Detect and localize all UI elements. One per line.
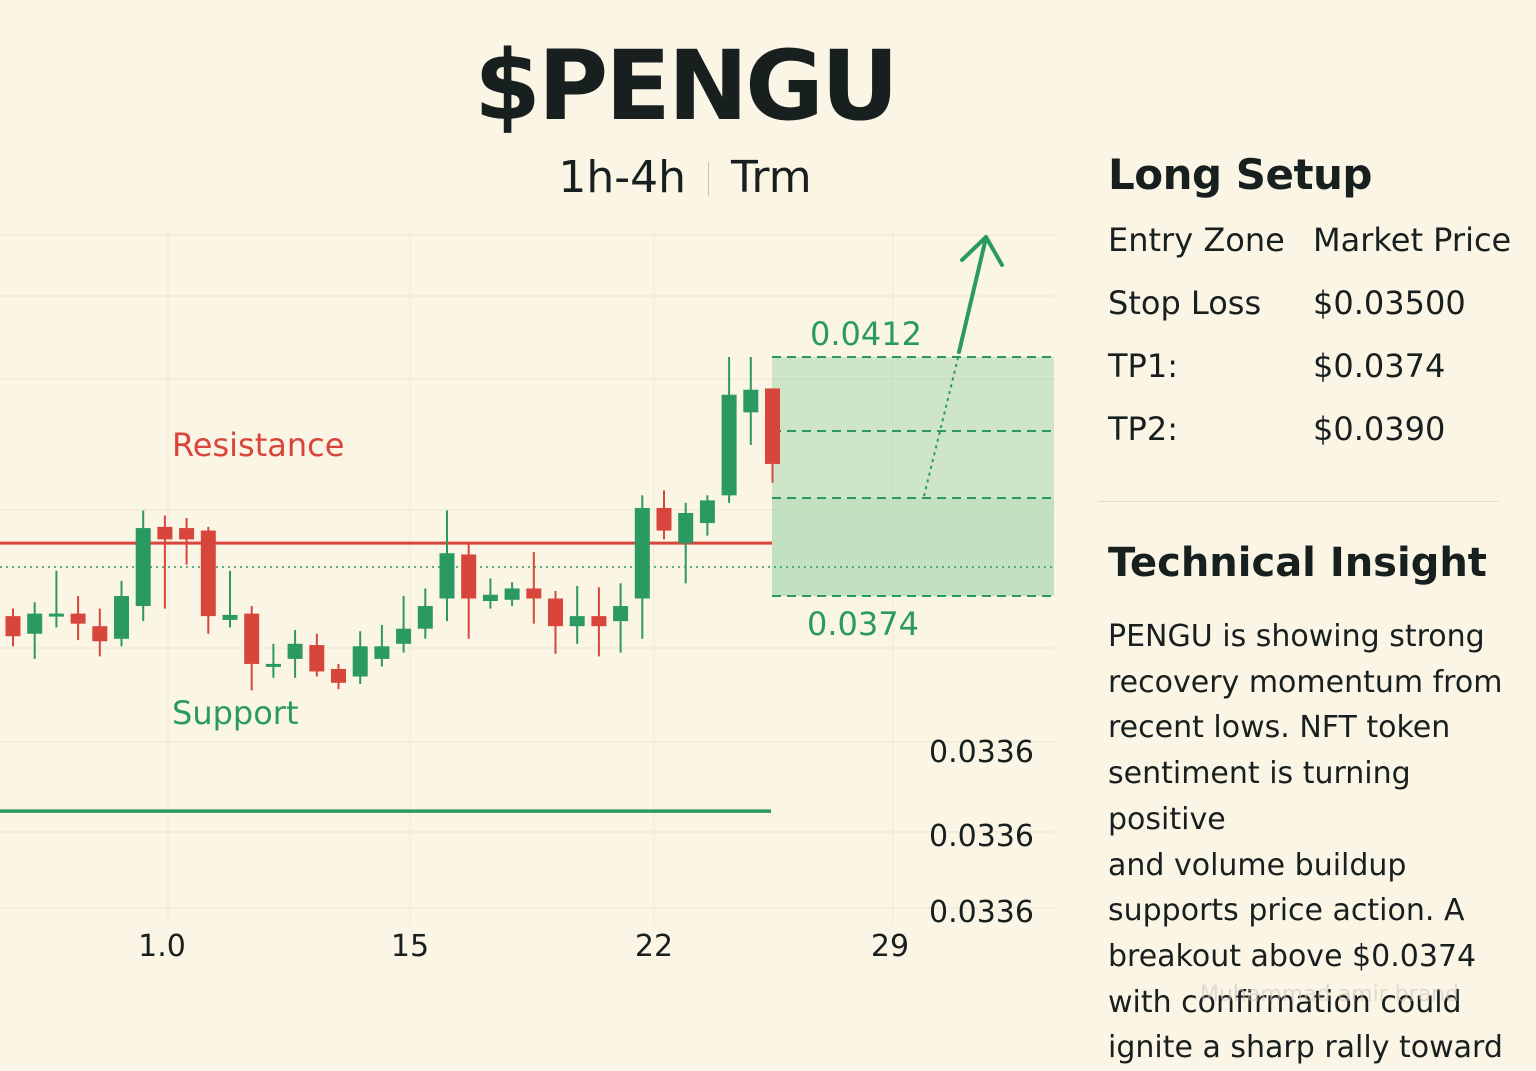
candle-body [396, 628, 412, 644]
term-label: Trm [731, 152, 812, 203]
setup-value: Market Price [1313, 221, 1512, 259]
resistance-label: Resistance [172, 426, 344, 464]
candle-body [656, 507, 672, 531]
candle-body [331, 668, 346, 683]
x-tick-label: 1.0 [138, 929, 186, 964]
setup-value: $0.03500 [1313, 284, 1466, 322]
zone-top-label: 0.0412 [810, 315, 922, 353]
candle-body [417, 606, 433, 629]
x-tick-label: 22 [635, 929, 673, 964]
long-setup-panel: Long Setup Entry Zone Market Price Stop … [1108, 150, 1528, 473]
target-zone-lower [772, 498, 1054, 596]
candle-body [27, 613, 43, 634]
chart-subtitle: 1h-4h Trm [0, 152, 1370, 203]
target-zone [772, 357, 1054, 596]
candle-body [5, 616, 21, 637]
zone-bottom-label: 0.0374 [807, 605, 919, 643]
technical-insight-title: Technical Insight [1108, 540, 1487, 586]
insight-line: sentiment is turning positive [1108, 756, 1411, 837]
candle-body [504, 588, 520, 600]
candle-body [352, 646, 368, 677]
long-setup-table: Entry Zone Market Price Stop Loss $0.035… [1108, 221, 1528, 473]
insight-line: recovery momentum from [1108, 664, 1503, 700]
candle-body [179, 528, 195, 540]
insight-line: supports price action. A [1108, 893, 1465, 929]
candle-body [287, 643, 303, 659]
candle-body [721, 394, 737, 496]
timeframe-label: 1h-4h [558, 152, 687, 203]
page-title: $PENGU [474, 30, 899, 142]
projection-arrow-head [960, 235, 1004, 267]
setup-value: $0.0374 [1313, 347, 1446, 385]
setup-key: Entry Zone [1108, 221, 1285, 259]
candle-body [699, 500, 715, 524]
candle-body [634, 507, 650, 599]
y-tick-label: 0.0336 [929, 735, 1034, 770]
candle-body [591, 616, 607, 627]
candle-body [135, 528, 151, 607]
price-chart: Resistance Support 0.0412 0.0374 1.0 15 22 29 0.… [0, 230, 1055, 964]
setup-value: $0.0390 [1313, 410, 1446, 448]
setup-key: TP1: [1108, 347, 1178, 385]
setup-row-stop-loss: Stop Loss $0.03500 [1108, 284, 1528, 347]
projection-dotted [923, 357, 959, 497]
y-tick-label: 0.0336 [929, 895, 1034, 930]
insight-line: breakout above $0.0374 [1108, 938, 1477, 974]
projection-arrow-shaft [957, 240, 987, 354]
candle-body [548, 598, 563, 627]
candle-body [678, 512, 694, 544]
candle-body [157, 526, 173, 540]
candle-body [765, 388, 780, 464]
candle-body [569, 616, 585, 627]
candle-body [265, 663, 281, 667]
candle-body [70, 613, 86, 624]
candle-body [200, 530, 216, 617]
panel-divider [1098, 501, 1498, 502]
candle-body [114, 596, 129, 639]
insight-line: ignite a sharp rally toward [1108, 1030, 1503, 1066]
setup-key: Stop Loss [1108, 284, 1262, 322]
setup-row-tp2: TP2: $0.0390 [1108, 410, 1528, 473]
insight-line: recent lows. NFT token [1108, 710, 1451, 746]
subtitle-divider [708, 162, 710, 196]
insight-line: PENGU is showing strong [1108, 619, 1485, 654]
setup-row-entry: Entry Zone Market Price [1108, 221, 1528, 284]
insight-line: with confirmation could [1108, 984, 1462, 1020]
insight-line: and volume buildup [1108, 847, 1407, 883]
watermark: Muhammad amir brand [1200, 982, 1460, 1007]
long-setup-title: Long Setup [1108, 150, 1372, 199]
candle-body [461, 554, 477, 599]
candle-body [482, 594, 498, 602]
support-label: Support [172, 694, 299, 732]
candle-body [92, 626, 108, 642]
candle-body [222, 614, 238, 620]
setup-row-tp1: TP1: $0.0374 [1108, 347, 1528, 410]
x-tick-label: 15 [391, 929, 429, 964]
y-tick-label: 0.0336 [929, 819, 1034, 854]
candle-body [48, 613, 64, 617]
candle-body [309, 645, 325, 672]
candle-body [743, 389, 759, 413]
candle-body [526, 588, 542, 599]
candle-body [244, 613, 260, 664]
candle-body [613, 606, 629, 622]
setup-key: TP2: [1108, 410, 1178, 448]
x-tick-label: 29 [871, 929, 909, 964]
candle-body [374, 646, 390, 659]
candle-body [439, 553, 455, 599]
